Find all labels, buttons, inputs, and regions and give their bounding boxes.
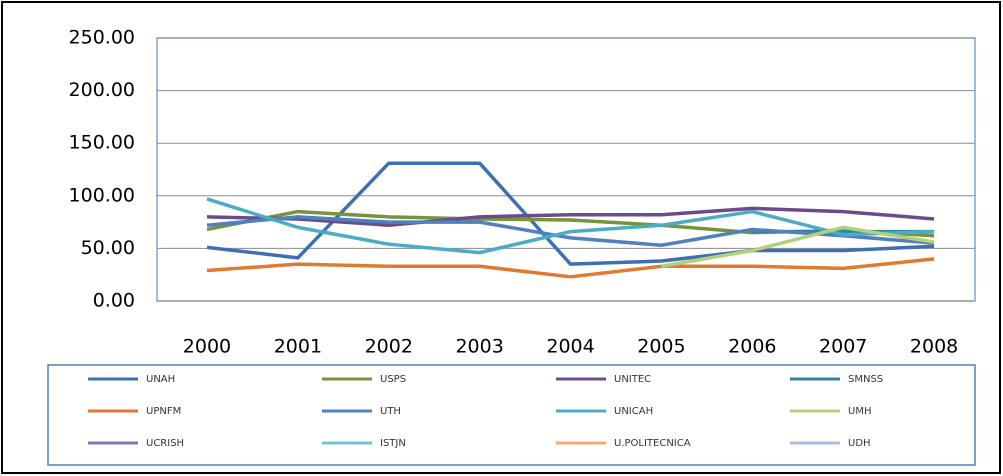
x-tick-label: 2003: [455, 336, 503, 358]
legend-label: U.POLITECNICA: [614, 438, 691, 449]
y-tick-label: 150.00: [69, 132, 135, 154]
legend-label: ISTJN: [380, 438, 406, 449]
x-tick-label: 2008: [910, 336, 958, 358]
x-tick-label: 2004: [546, 336, 594, 358]
series-line: [206, 197, 935, 255]
series-line: [206, 161, 935, 266]
legend-label: UCRISH: [146, 438, 184, 449]
legend-label: UMH: [848, 406, 871, 417]
x-tick-label: 2000: [183, 336, 231, 358]
y-tick-label: 100.00: [69, 184, 135, 206]
y-tick-label: 200.00: [69, 79, 135, 101]
y-tick-label: 50.00: [81, 237, 135, 259]
legend-label: UNITEC: [614, 374, 651, 385]
x-tick-label: 2006: [728, 336, 776, 358]
legend-label: UDH: [848, 438, 871, 449]
legend-label: UNAH: [146, 374, 175, 385]
series-line: [206, 206, 935, 228]
x-tick-label: 2005: [637, 336, 685, 358]
series-line: [206, 257, 935, 279]
x-tick-label: 2007: [819, 336, 867, 358]
y-tick-label: 0.00: [93, 290, 135, 312]
legend-label: SMNSS: [848, 374, 883, 385]
y-tick-label: 250.00: [69, 27, 135, 49]
legend-label: UNICAH: [614, 406, 653, 417]
legend-label: UTH: [380, 406, 401, 417]
x-tick-label: 2001: [274, 336, 322, 358]
series-line: [661, 225, 935, 269]
x-tick-label: 2002: [365, 336, 413, 358]
legend: [47, 364, 976, 466]
legend-label: UPNFM: [146, 406, 181, 417]
legend-label: USPS: [380, 374, 406, 385]
